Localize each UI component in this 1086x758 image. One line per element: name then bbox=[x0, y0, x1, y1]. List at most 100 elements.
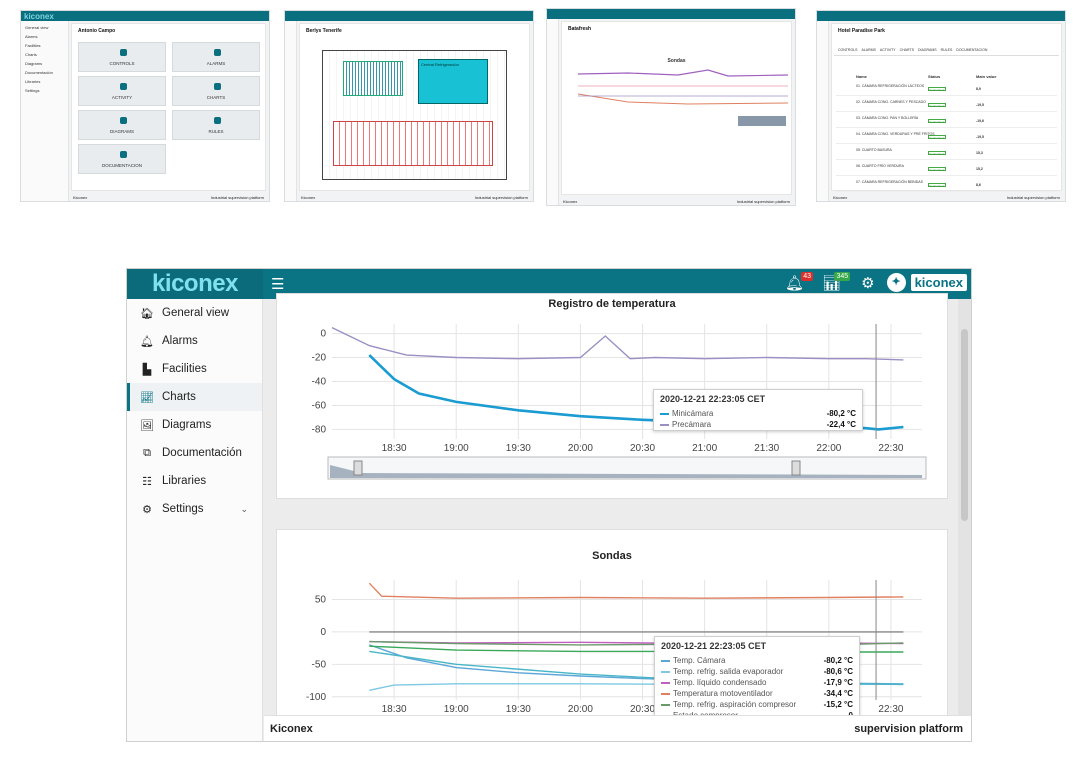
hamburger-icon[interactable]: ☰ bbox=[271, 276, 285, 293]
plan-tank: Central Refrigeración bbox=[418, 59, 488, 104]
tooltip-series-value: -80,2 °C bbox=[826, 409, 856, 418]
thumb-topbar bbox=[547, 9, 795, 19]
bell-icon: 🔔︎ bbox=[140, 335, 154, 348]
thumb-row-status: Connected bbox=[928, 119, 946, 124]
chart-title: Sondas bbox=[592, 550, 632, 562]
main-content: Registro de temperatura 18:30 19:00 19:30 2… bbox=[264, 293, 971, 741]
thumb-row-name: 01. CÁMARA REFRIGERACIÓN LÁCTEOS bbox=[856, 84, 925, 88]
legend-swatch bbox=[660, 423, 669, 426]
thumbnail-facility[interactable]: Hotel Paradise Park CONTROLS ALARMS ACTI… bbox=[816, 10, 1066, 202]
thumb-col-value: Main value bbox=[976, 74, 997, 79]
sidebar-item-label: Alarms bbox=[162, 335, 198, 347]
thumb-nav-item: Diagrams bbox=[25, 61, 43, 66]
thumb-footer: Kiconex Industrial supervision platform bbox=[563, 199, 790, 204]
thumb-footer: Kiconex Industrial supervision platform bbox=[73, 195, 264, 200]
y-tick-label: 0 bbox=[320, 329, 326, 340]
thumbnail-diagram[interactable]: Berlys Tenerife Central Refrigeración Ki… bbox=[284, 10, 534, 202]
home-icon: 🏠︎ bbox=[140, 307, 154, 320]
tooltip-series-name: Temp. líquido condensado bbox=[673, 678, 767, 687]
topbar-actions: 🔔︎ 43 📊︎ 345 ⚙︎ ✦ kiconex bbox=[785, 271, 967, 292]
navigator-series bbox=[330, 465, 922, 478]
thumb-main: Hotel Paradise Park CONTROLS ALARMS ACTI… bbox=[831, 23, 1062, 192]
thumb-nav-item: Settings bbox=[25, 88, 40, 93]
legend-swatch bbox=[661, 703, 670, 706]
scrollbar-thumb[interactable] bbox=[961, 329, 968, 521]
sidebar-item-facilities[interactable]: ▙ Facilities bbox=[127, 355, 262, 383]
thumb-tile: DIAGRAMS bbox=[78, 110, 166, 140]
thumb-table-row: 03. CÁMARA CONG. PAN Y BOLLERÍA Connected… bbox=[836, 114, 1057, 128]
thumb-row-value: -19,5 bbox=[976, 103, 984, 107]
tooltip-series-label: Temp. Cámara bbox=[661, 656, 725, 665]
sidebar-item-diagrams[interactable]: 🖼︎ Diagrams bbox=[127, 411, 262, 439]
y-tick-label: 50 bbox=[315, 594, 327, 605]
thumb-nav-item: Libraries bbox=[25, 79, 41, 84]
sidebar-item-libraries[interactable]: ☷ Libraries bbox=[127, 467, 262, 495]
sidebar-item-settings[interactable]: ⚙︎ Settings ⌄ bbox=[127, 495, 262, 523]
y-tick-label: -80 bbox=[312, 424, 327, 435]
factory-icon: ▙ bbox=[142, 363, 152, 376]
thumb-footer-right: Industrial supervision platform bbox=[736, 199, 790, 204]
series-line bbox=[331, 326, 904, 361]
thumb-nav-item: General view bbox=[25, 25, 49, 30]
tooltip-series-value: -22,4 °C bbox=[826, 420, 856, 429]
tooltip-series-name: Temp. refrig. aspiración compresor bbox=[673, 700, 797, 709]
thumb-tab: CHARTS bbox=[899, 48, 914, 52]
thumb-tile: DOCUMENTACION bbox=[78, 144, 166, 174]
thumb-tile: CHARTS bbox=[172, 76, 260, 106]
temperature-chart[interactable]: 18:30 19:00 19:30 20:00 20:30 21:00 21:30 22:00… bbox=[277, 294, 949, 500]
thumb-footer-left: Kiconex bbox=[301, 195, 316, 200]
legend-swatch bbox=[661, 681, 670, 684]
tooltip-time: 2020-12-21 22:23:05 CET bbox=[660, 394, 766, 404]
thumbnail-strip: kiconex General view Alarms Facilities C… bbox=[0, 0, 1086, 215]
sidebar-item-charts[interactable]: 📈︎ Charts bbox=[127, 383, 262, 411]
tooltip-row: Precámara -22,4 °C bbox=[654, 419, 862, 430]
thumb-topbar bbox=[817, 11, 1065, 21]
user-brand[interactable]: ✦ kiconex bbox=[886, 273, 967, 292]
thumb-title: Antonio Campo bbox=[78, 28, 116, 34]
image-icon: 🖼︎ bbox=[140, 419, 154, 432]
tooltip-series-value: -80,6 °C bbox=[823, 667, 853, 676]
tooltip-row: Minicámara -80,2 °C bbox=[654, 408, 862, 419]
thumb-footer-left: Kiconex bbox=[563, 199, 578, 204]
thumb-sidebar bbox=[547, 19, 559, 205]
thumb-footer-right: Industrial supervision platform bbox=[210, 195, 264, 200]
sidebar-item-alarms[interactable]: 🔔︎ Alarms bbox=[127, 327, 262, 355]
app-logo[interactable]: kiconex bbox=[127, 269, 263, 299]
tooltip-series-label: Precámara bbox=[660, 420, 711, 429]
y-tick-label: -50 bbox=[312, 659, 327, 670]
thumb-row-value: 15,2 bbox=[976, 167, 983, 171]
thumb-footer-right: Industrial supervision platform bbox=[474, 195, 528, 200]
tooltip-row: Temp. refrig. salida evaporador -80,6 °C bbox=[655, 666, 859, 677]
sidebar-item-documentacion[interactable]: ⧉ Documentación bbox=[127, 439, 262, 467]
thumb-row-name: 04. CÁMARA CONG. VERDURAS Y PRE FRITOS bbox=[856, 132, 935, 136]
tooltip-row: Temp. refrig. aspiración compresor -15,2 … bbox=[655, 699, 859, 710]
thumbnail-chart[interactable]: Batafresh Sondas Kiconex Industrial super… bbox=[546, 8, 796, 206]
x-tick-label: 20:30 bbox=[630, 443, 655, 454]
gears-icon[interactable]: ⚙︎ bbox=[861, 274, 875, 292]
thumb-nav-item: Charts bbox=[25, 52, 37, 57]
footer: Kiconex supervision platform bbox=[264, 715, 971, 741]
x-tick-label: 22:00 bbox=[816, 443, 841, 454]
sidebar-item-label: Documentación bbox=[162, 447, 242, 459]
navigator-handle-right bbox=[791, 460, 801, 476]
thumb-table-row: 07. CÁMARA REFRIGERACIÓN BEBIDAS Connecte… bbox=[836, 178, 1057, 192]
chart-icon[interactable]: 📊︎ 345 bbox=[822, 271, 851, 292]
scrollbar[interactable] bbox=[958, 299, 971, 741]
sidebar-item-general-view[interactable]: 🏠︎ General view bbox=[127, 299, 262, 327]
thumb-row-status: Connected bbox=[928, 167, 946, 172]
line-chart-icon: 📈︎ bbox=[140, 391, 154, 404]
thumb-title: Batafresh bbox=[568, 26, 592, 32]
thumb-table-row: 01. CÁMARA REFRIGERACIÓN LÁCTEOS Connecte… bbox=[836, 82, 1057, 96]
sidebar-item-label: Settings bbox=[162, 503, 204, 515]
thumb-tab: CONTROLS bbox=[838, 48, 858, 52]
thumbnail-dashboard[interactable]: kiconex General view Alarms Facilities C… bbox=[20, 10, 270, 202]
tooltip-series-label: Temp. refrig. salida evaporador bbox=[661, 667, 783, 676]
tooltip-row: Temperatura motoventilador -34,4 °C bbox=[655, 688, 859, 699]
thumb-row-status: Connected bbox=[928, 183, 946, 188]
thumb-tab: DIAGRAMS bbox=[917, 48, 937, 52]
thumb-main: Berlys Tenerife Central Refrigeración bbox=[299, 23, 530, 191]
thumb-tile: CONTROLS bbox=[78, 42, 166, 72]
bell-icon[interactable]: 🔔︎ 43 bbox=[785, 271, 814, 292]
thumb-footer: Kiconex Industrial supervision platform bbox=[833, 195, 1060, 200]
thumb-table-row: 02. CÁMARA CONG. CARNES Y PESCADO Connect… bbox=[836, 98, 1057, 112]
